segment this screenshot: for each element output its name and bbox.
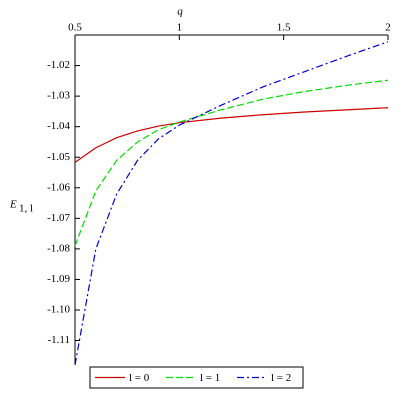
- x-tick-label: 1.5: [277, 22, 291, 34]
- series-line: [74, 79, 389, 247]
- legend-label: l = 0: [129, 372, 150, 384]
- x-tick-label: 2: [385, 22, 391, 34]
- y-axis-label-sub: 1, l: [19, 203, 33, 215]
- series-line: [74, 41, 389, 366]
- y-axis-label: E: [9, 199, 17, 211]
- legend-label: l = 2: [271, 372, 291, 384]
- y-tick-label: -1.05: [47, 151, 70, 163]
- y-tick-label: -1.06: [47, 181, 70, 193]
- y-tick-label: -1.07: [47, 212, 70, 224]
- series-line: [74, 107, 389, 163]
- legend-box: [89, 366, 304, 389]
- y-tick-label: -1.03: [47, 90, 70, 102]
- legend-label: l = 1: [200, 372, 220, 384]
- y-tick-label: -1.08: [47, 242, 70, 254]
- y-tick-label: -1.11: [47, 334, 70, 346]
- x-tick-label: 1: [177, 22, 183, 34]
- y-tick-label: -1.02: [47, 59, 70, 71]
- x-axis-label: q: [177, 6, 183, 18]
- y-tick-label: -1.09: [47, 273, 70, 285]
- y-tick-label: -1.10: [47, 304, 70, 316]
- y-tick-label: -1.04: [47, 120, 70, 132]
- x-tick-label: 0.5: [68, 22, 82, 34]
